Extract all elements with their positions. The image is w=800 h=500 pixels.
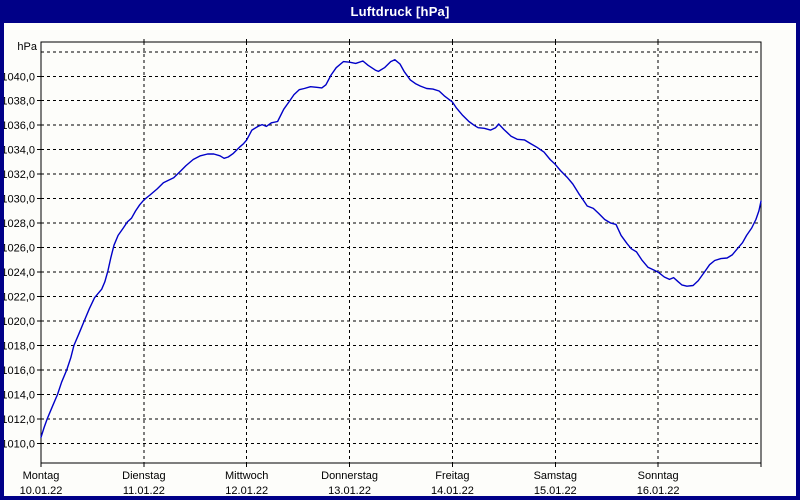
day-date-label: 14.01.22 (431, 485, 474, 496)
day-name-label: Donnerstag (321, 470, 378, 482)
y-axis-label: 1032,0 (4, 169, 35, 181)
y-axis-label: 1010,0 (4, 438, 35, 450)
y-axis-label: 1018,0 (4, 341, 35, 353)
day-name-label: Samstag (534, 470, 577, 482)
day-name-label: Mittwoch (225, 470, 268, 482)
y-axis-label: 1024,0 (4, 267, 35, 279)
y-axis-label: 1016,0 (4, 365, 35, 377)
day-date-label: 11.01.22 (123, 485, 165, 496)
day-name-label: Freitag (435, 470, 469, 482)
pressure-line-chart: 1040,0 1038,0 1036,0 1034,0 1032,0 1030,0 1028… (4, 39, 762, 496)
y-axis-label: 1038,0 (4, 96, 35, 108)
pressure-series-line (40, 59, 762, 438)
window-title: Luftdruck [hPa] (350, 4, 450, 19)
y-axis-label: 1034,0 (4, 145, 35, 157)
y-axis-label: 1014,0 (4, 389, 35, 401)
day-date-label: 15.01.22 (534, 485, 577, 496)
day-name-label: Dienstag (122, 470, 165, 482)
day-name-label: Montag (23, 470, 60, 482)
y-axis-unit-label: hPa (17, 41, 37, 53)
y-axis-label: 1036,0 (4, 120, 35, 132)
y-axis-label: 1022,0 (4, 292, 35, 304)
chart-area: 1040,0 1038,0 1036,0 1034,0 1032,0 1030,0 1028… (4, 23, 796, 496)
y-axis-label: 1030,0 (4, 194, 35, 206)
y-axis-label: 1012,0 (4, 414, 35, 426)
y-axis-label: 1026,0 (4, 243, 35, 255)
y-axis-label: 1040,0 (4, 71, 35, 83)
y-axis-label: 1020,0 (4, 316, 35, 328)
day-date-label: 13.01.22 (328, 485, 371, 496)
day-date-label: 16.01.22 (637, 485, 680, 496)
window-titlebar: Luftdruck [hPa] (4, 0, 796, 23)
day-name-label: Sonntag (638, 470, 679, 482)
day-date-label: 10.01.22 (20, 485, 63, 496)
plot-border (40, 41, 762, 464)
day-date-label: 12.01.22 (225, 485, 268, 496)
y-axis-label: 1028,0 (4, 218, 35, 230)
